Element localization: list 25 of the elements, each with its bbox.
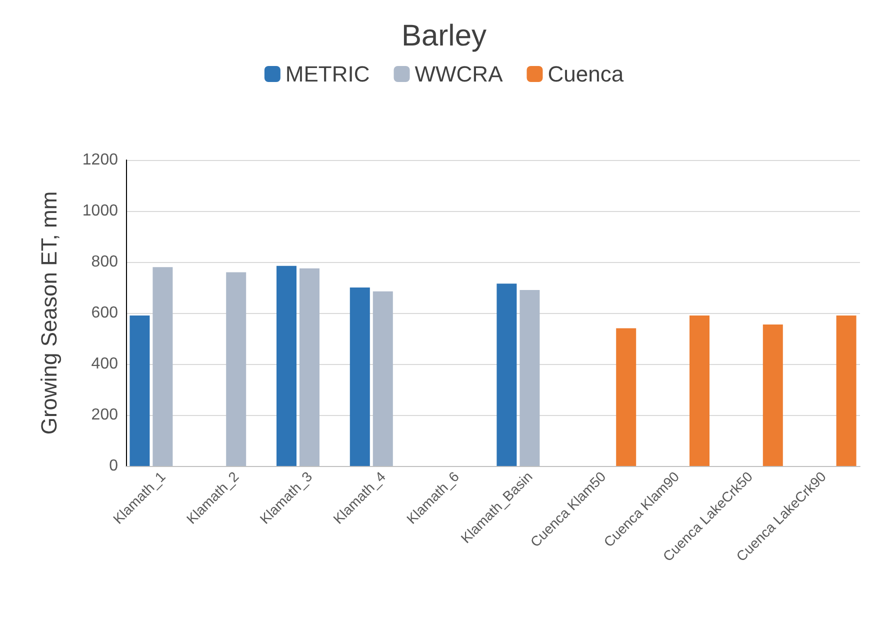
legend-label: Cuenca bbox=[548, 62, 624, 86]
bar bbox=[276, 266, 296, 466]
bar bbox=[300, 268, 320, 466]
bar bbox=[152, 267, 173, 466]
y-tick-label: 600 bbox=[91, 304, 118, 322]
y-axis-title: Growing Season ET, mm bbox=[36, 191, 62, 435]
bar bbox=[616, 328, 636, 466]
y-tick-label: 400 bbox=[91, 356, 118, 372]
y-tick-label: 0 bbox=[109, 458, 118, 474]
bar bbox=[520, 290, 540, 466]
bar bbox=[350, 288, 370, 466]
bar bbox=[226, 272, 246, 466]
chart-title: Barley bbox=[401, 20, 487, 52]
y-tick-label: 1200 bbox=[82, 152, 118, 168]
y-tick-label: 1000 bbox=[82, 202, 118, 220]
bar bbox=[130, 316, 150, 466]
bar bbox=[372, 291, 393, 466]
bar bbox=[496, 284, 517, 466]
y-tick-label: 800 bbox=[91, 254, 118, 270]
legend-label: METRIC bbox=[285, 62, 370, 86]
bar bbox=[690, 316, 710, 466]
bar bbox=[762, 324, 783, 466]
bar bbox=[836, 316, 856, 466]
y-tick-label: 200 bbox=[91, 406, 118, 424]
legend-label: WWCRA bbox=[414, 62, 504, 86]
